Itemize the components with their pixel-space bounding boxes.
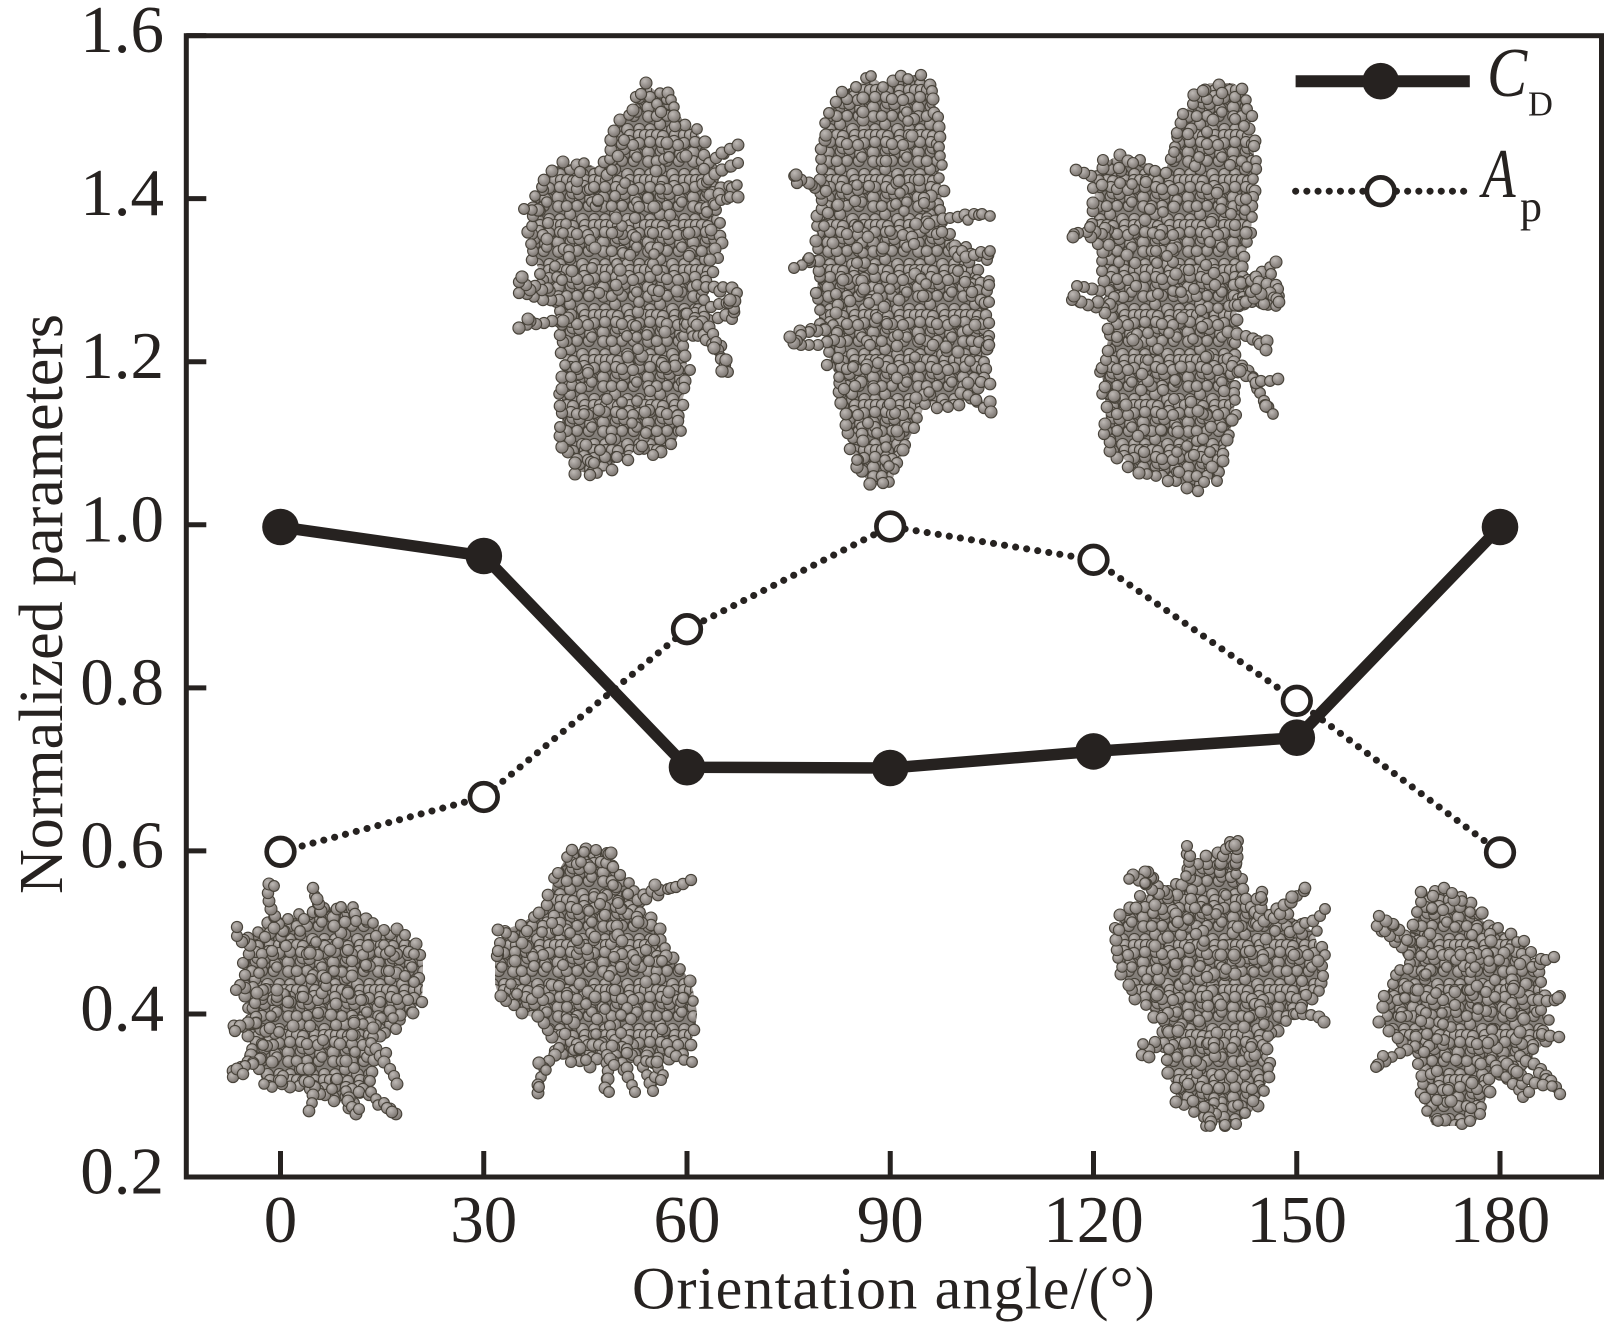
svg-text:120: 120 [1043, 1183, 1144, 1257]
svg-text:180: 180 [1450, 1183, 1551, 1257]
svg-text:C: C [1487, 35, 1528, 112]
svg-text:D: D [1528, 86, 1553, 124]
svg-text:Orientation angle/(°): Orientation angle/(°) [632, 1256, 1156, 1322]
svg-text:30: 30 [450, 1183, 517, 1257]
svg-text:0.8: 0.8 [80, 645, 164, 719]
svg-text:1.0: 1.0 [80, 482, 164, 556]
svg-text:1.2: 1.2 [80, 319, 164, 393]
svg-text:0.2: 0.2 [80, 1135, 164, 1209]
svg-text:60: 60 [654, 1183, 721, 1257]
svg-text:0.4: 0.4 [80, 971, 164, 1045]
svg-text:p: p [1520, 182, 1542, 231]
svg-text:0.6: 0.6 [80, 808, 164, 882]
svg-text:1.4: 1.4 [80, 156, 164, 230]
svg-text:A: A [1479, 135, 1516, 213]
svg-text:Normalized parameters: Normalized parameters [8, 314, 76, 894]
svg-text:1.6: 1.6 [80, 0, 164, 67]
svg-text:0: 0 [264, 1183, 298, 1257]
svg-text:150: 150 [1247, 1183, 1348, 1257]
svg-text:90: 90 [857, 1183, 924, 1257]
